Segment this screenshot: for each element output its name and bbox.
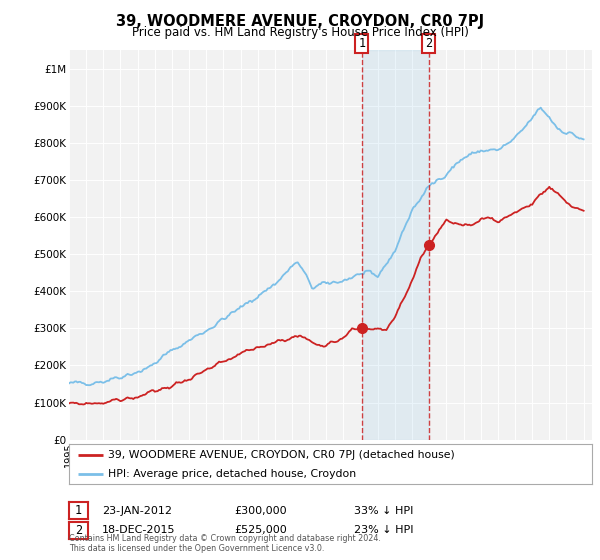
- Text: 2: 2: [75, 524, 82, 537]
- Text: 39, WOODMERE AVENUE, CROYDON, CR0 7PJ: 39, WOODMERE AVENUE, CROYDON, CR0 7PJ: [116, 14, 484, 29]
- Text: 18-DEC-2015: 18-DEC-2015: [102, 525, 176, 535]
- Text: £300,000: £300,000: [234, 506, 287, 516]
- Text: 2: 2: [425, 38, 432, 50]
- Text: 1: 1: [75, 504, 82, 517]
- Text: Price paid vs. HM Land Registry's House Price Index (HPI): Price paid vs. HM Land Registry's House …: [131, 26, 469, 39]
- Text: 39, WOODMERE AVENUE, CROYDON, CR0 7PJ (detached house): 39, WOODMERE AVENUE, CROYDON, CR0 7PJ (d…: [108, 450, 455, 460]
- Text: 1: 1: [358, 38, 365, 50]
- Text: HPI: Average price, detached house, Croydon: HPI: Average price, detached house, Croy…: [108, 469, 356, 478]
- Text: 23-JAN-2012: 23-JAN-2012: [102, 506, 172, 516]
- Text: £525,000: £525,000: [234, 525, 287, 535]
- Text: Contains HM Land Registry data © Crown copyright and database right 2024.
This d: Contains HM Land Registry data © Crown c…: [69, 534, 381, 553]
- Text: 23% ↓ HPI: 23% ↓ HPI: [354, 525, 413, 535]
- Text: 33% ↓ HPI: 33% ↓ HPI: [354, 506, 413, 516]
- Bar: [362, 50, 429, 440]
